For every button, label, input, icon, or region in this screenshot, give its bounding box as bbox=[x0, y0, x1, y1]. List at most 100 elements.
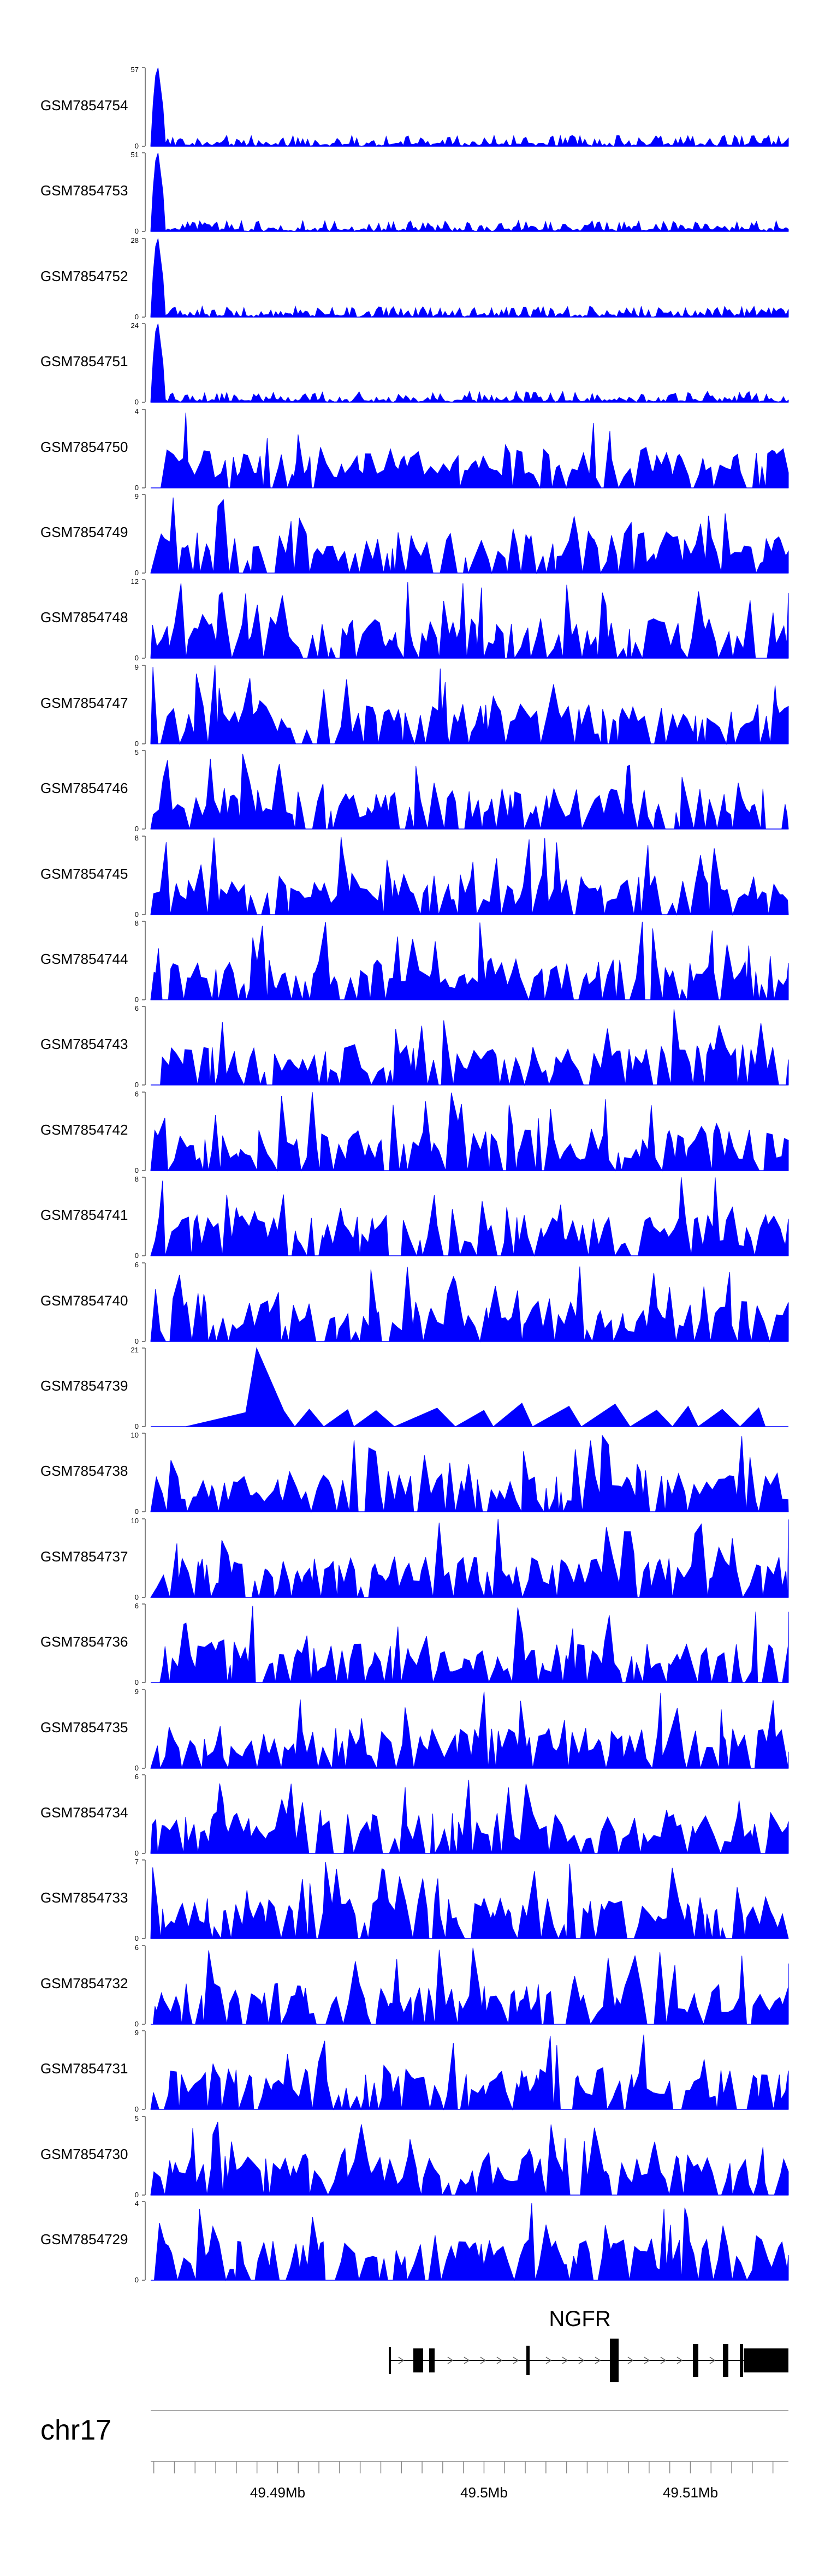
track-label: GSM7854746 bbox=[40, 780, 128, 796]
y-max-label: 6 bbox=[135, 1943, 139, 1952]
strand-arrow bbox=[595, 2357, 601, 2364]
track-GSM7854737: GSM7854737 10 0 bbox=[40, 1517, 789, 1601]
coverage-area bbox=[150, 67, 789, 147]
y-zero-label: 0 bbox=[135, 1593, 139, 1601]
strand-arrow bbox=[545, 2357, 552, 2364]
coverage-area bbox=[150, 1177, 789, 1257]
gene-exon bbox=[693, 2344, 698, 2377]
y-max-label: 9 bbox=[135, 663, 139, 671]
y-zero-label: 0 bbox=[135, 995, 139, 1004]
y-max-label: 12 bbox=[131, 577, 139, 586]
genome-axis: chr17 49.49Mb 49.5Mb 49.51Mb bbox=[40, 2410, 788, 2501]
track-label: GSM7854754 bbox=[40, 97, 128, 114]
coverage-area bbox=[151, 1947, 789, 2025]
y-max-label: 57 bbox=[131, 65, 139, 74]
y-zero-label: 0 bbox=[135, 2020, 139, 2028]
coverage-area bbox=[150, 1434, 789, 1513]
track-GSM7854730: GSM7854730 5 0 bbox=[40, 2114, 789, 2199]
track-GSM7854735: GSM7854735 9 0 bbox=[40, 1687, 789, 1772]
coverage-area bbox=[150, 582, 789, 659]
y-max-label: 21 bbox=[131, 1346, 139, 1354]
strand-arrow bbox=[480, 2357, 486, 2364]
track-label: GSM7854739 bbox=[40, 1378, 128, 1394]
track-label: GSM7854745 bbox=[40, 866, 128, 882]
coverage-area bbox=[150, 2035, 789, 2110]
track-GSM7854745: GSM7854745 8 0 bbox=[40, 834, 789, 919]
coverage-area bbox=[150, 1266, 789, 1343]
gene-exon bbox=[526, 2346, 530, 2375]
track-GSM7854736: GSM7854736 6 0 bbox=[40, 1602, 789, 1686]
coverage-area bbox=[185, 1347, 770, 1427]
y-zero-label: 0 bbox=[135, 1849, 139, 1857]
track-GSM7854729: GSM7854729 4 0 bbox=[40, 2199, 789, 2284]
track-label: GSM7854729 bbox=[40, 2231, 128, 2247]
coverage-tracks: GSM7854754570GSM7854753510GSM7854752280G… bbox=[40, 65, 789, 2284]
strand-arrow bbox=[513, 2357, 519, 2364]
coverage-area bbox=[150, 1519, 789, 1599]
y-zero-label: 0 bbox=[135, 1337, 139, 1345]
strand-arrow bbox=[644, 2357, 650, 2364]
gene-exon bbox=[740, 2344, 743, 2377]
gene-exon bbox=[744, 2348, 788, 2372]
track-GSM7854731: GSM7854731 9 0 bbox=[40, 2029, 789, 2113]
y-max-label: 7 bbox=[135, 1858, 139, 1866]
coverage-area bbox=[150, 754, 789, 830]
track-label: GSM7854752 bbox=[40, 268, 128, 284]
coverage-area bbox=[150, 238, 789, 318]
strand-arrow bbox=[660, 2357, 667, 2364]
track-label: GSM7854742 bbox=[40, 1122, 128, 1138]
track-label: GSM7854736 bbox=[40, 1633, 128, 1650]
y-zero-label: 0 bbox=[135, 1081, 139, 1089]
y-max-label: 10 bbox=[131, 1431, 139, 1439]
track-GSM7854754: GSM7854754 57 0 bbox=[40, 65, 789, 150]
y-zero-label: 0 bbox=[135, 313, 139, 321]
track-GSM7854752: GSM7854752 28 0 bbox=[40, 236, 789, 321]
y-max-label: 28 bbox=[131, 236, 139, 245]
y-zero-label: 0 bbox=[135, 654, 139, 662]
y-zero-label: 0 bbox=[135, 484, 139, 492]
y-zero-label: 0 bbox=[135, 142, 139, 150]
track-label: GSM7854743 bbox=[40, 1036, 128, 1052]
track-label: GSM7854753 bbox=[40, 182, 128, 199]
y-max-label: 5 bbox=[135, 2114, 139, 2122]
track-label: GSM7854734 bbox=[40, 1804, 128, 1821]
gene-label: NGFR bbox=[549, 2307, 610, 2331]
coverage-area bbox=[150, 1862, 789, 1940]
track-GSM7854753: GSM7854753 51 0 bbox=[40, 151, 789, 235]
y-max-label: 6 bbox=[135, 1004, 139, 1012]
y-zero-label: 0 bbox=[135, 1678, 139, 1686]
track-label: GSM7854737 bbox=[40, 1548, 128, 1565]
coverage-area bbox=[151, 413, 789, 489]
y-zero-label: 0 bbox=[135, 1166, 139, 1174]
track-label: GSM7854748 bbox=[40, 609, 128, 625]
y-zero-label: 0 bbox=[135, 825, 139, 833]
y-max-label: 10 bbox=[131, 1517, 139, 1525]
track-label: GSM7854744 bbox=[40, 951, 128, 967]
y-max-label: 4 bbox=[135, 2199, 139, 2208]
coverage-area bbox=[150, 497, 789, 574]
coverage-area bbox=[150, 921, 789, 1001]
coverage-area bbox=[150, 323, 789, 403]
y-max-label: 8 bbox=[135, 834, 139, 842]
track-label: GSM7854732 bbox=[40, 1975, 128, 1991]
coverage-area bbox=[150, 152, 789, 232]
y-max-label: 6 bbox=[135, 1773, 139, 1781]
gene-exon bbox=[610, 2339, 619, 2382]
gene-exon bbox=[389, 2347, 391, 2374]
track-GSM7854747: GSM7854747 9 0 bbox=[40, 663, 789, 748]
strand-arrow bbox=[562, 2357, 568, 2364]
y-zero-label: 0 bbox=[135, 2191, 139, 2199]
y-zero-label: 0 bbox=[135, 398, 139, 406]
track-GSM7854750: GSM7854750 4 0 bbox=[40, 407, 789, 492]
gene-exon bbox=[723, 2344, 728, 2377]
track-GSM7854739: GSM7854739 21 0 bbox=[40, 1346, 788, 1430]
y-max-label: 6 bbox=[135, 1602, 139, 1610]
y-max-label: 9 bbox=[135, 492, 139, 500]
gene-annotation: NGFR bbox=[389, 2307, 788, 2382]
x-axis-tick-label: 49.49Mb bbox=[250, 2484, 305, 2501]
y-max-label: 8 bbox=[135, 1175, 139, 1183]
track-label: GSM7854741 bbox=[40, 1207, 128, 1223]
coverage-area bbox=[151, 1606, 789, 1684]
strand-arrow bbox=[447, 2357, 454, 2364]
strand-arrow bbox=[578, 2357, 585, 2364]
